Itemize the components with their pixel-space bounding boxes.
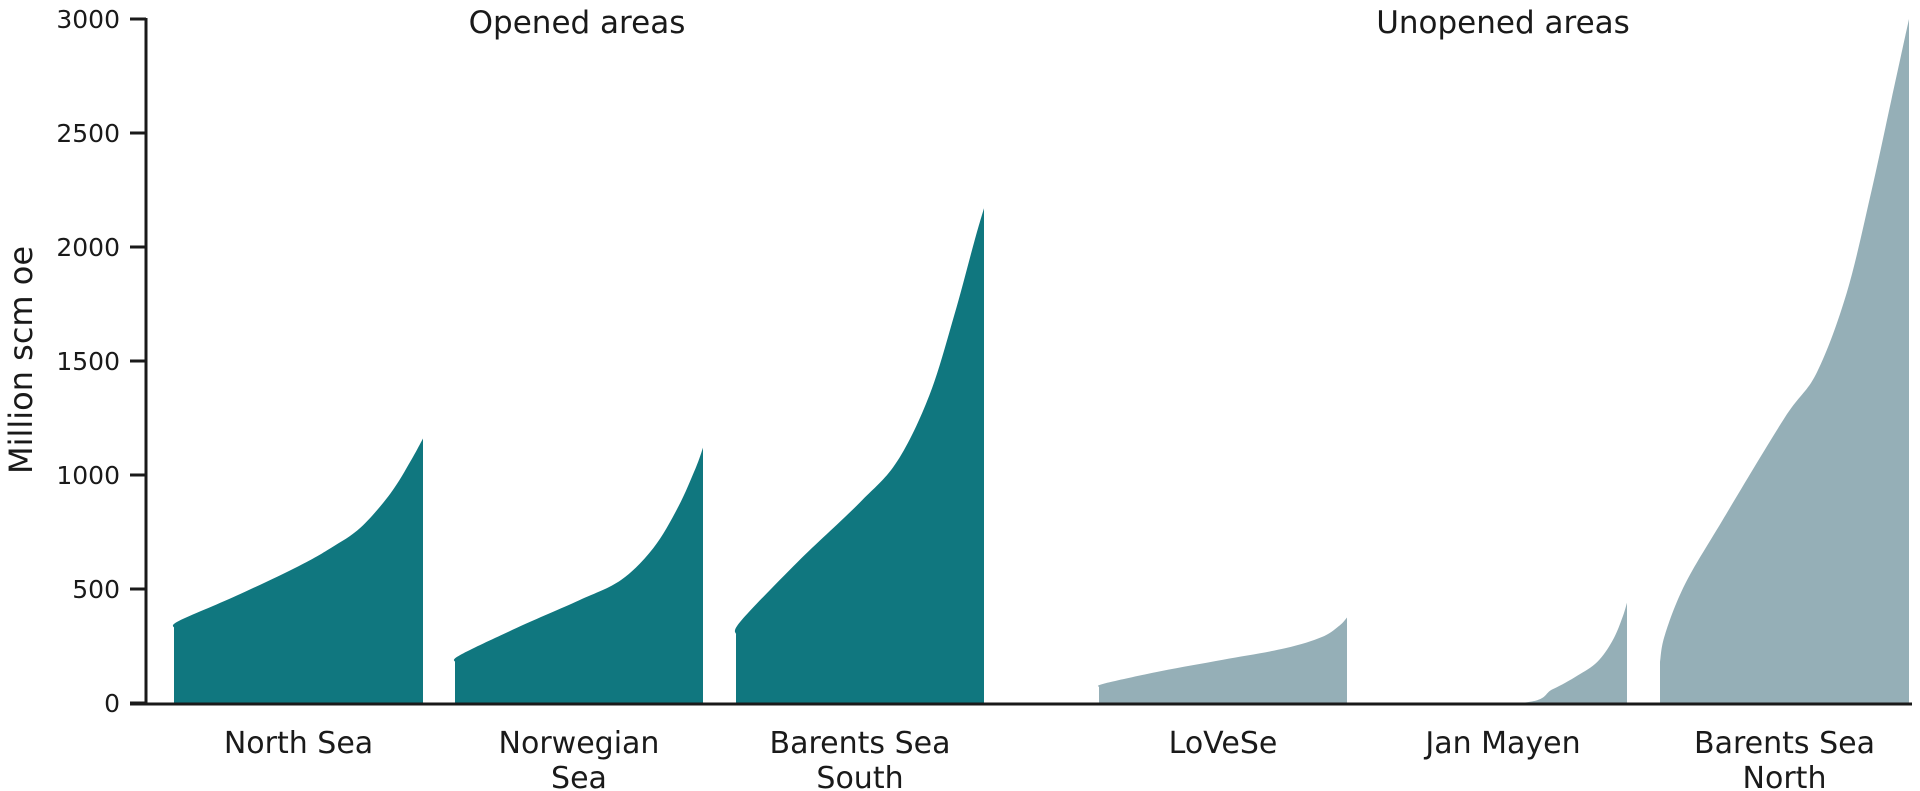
category-label: North [1743,761,1827,791]
area-lovese [1097,617,1347,703]
category-label: South [816,761,903,791]
category-label: North Sea [224,726,373,761]
area-jan-mayen [1379,602,1627,705]
category-label: LoVeSe [1169,726,1278,761]
category-label: Norwegian [499,726,660,761]
y-tick-label: 500 [72,575,120,604]
y-tick-label: 3000 [56,5,120,34]
area-barents-sea-north [1660,19,1909,703]
y-ticks: 0 500 1000 1500 2000 2500 3000 [56,5,146,718]
y-tick-label: 1000 [56,461,120,490]
y-tick-label: 2000 [56,233,120,262]
category-label: Barents Sea [770,726,951,761]
category-label: Sea [551,761,607,791]
group-title-opened: Opened areas [469,5,686,41]
area-norwegian-sea [453,447,703,703]
y-tick-label: 1500 [56,347,120,376]
category-label: Jan Mayen [1423,726,1580,761]
area-barents-sea-south [734,208,984,703]
y-tick-label: 2500 [56,119,120,148]
y-tick-label: 0 [104,689,120,718]
group-title-unopened: Unopened areas [1376,5,1630,41]
area-series-group [172,19,1909,705]
category-label: Barents Sea [1694,726,1875,761]
y-axis-label: Million scm oe [2,246,40,474]
area-north-sea [172,438,423,703]
